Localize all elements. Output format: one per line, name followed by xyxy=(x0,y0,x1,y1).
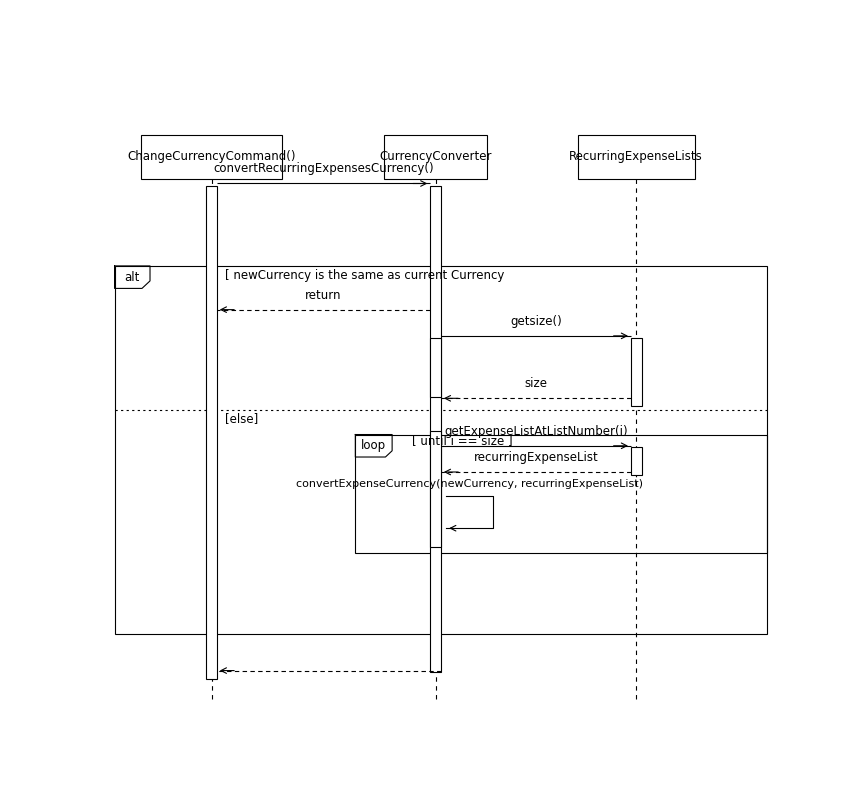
Bar xyxy=(631,337,641,406)
Text: return: return xyxy=(306,289,342,302)
Bar xyxy=(115,266,766,634)
Bar xyxy=(577,135,695,178)
Text: CurrencyConverter: CurrencyConverter xyxy=(380,150,492,163)
Bar xyxy=(206,186,217,680)
Text: size: size xyxy=(525,377,547,390)
Text: RecurringExpenseLists: RecurringExpenseLists xyxy=(570,150,703,163)
Bar xyxy=(356,435,766,553)
Bar xyxy=(431,431,441,547)
Text: getExpenseListAtListNumber(i): getExpenseListAtListNumber(i) xyxy=(444,425,627,438)
Text: [ newCurrency is the same as current Currency: [ newCurrency is the same as current Cur… xyxy=(225,268,504,281)
Bar xyxy=(384,135,488,178)
Text: ChangeCurrencyCommand(): ChangeCurrencyCommand() xyxy=(128,150,296,163)
Text: loop: loop xyxy=(362,440,387,453)
Text: convertExpenseCurrency(newCurrency, recurringExpenseList): convertExpenseCurrency(newCurrency, recu… xyxy=(296,479,643,490)
Bar xyxy=(431,337,441,397)
Bar xyxy=(631,447,641,475)
Text: [ until i == size ]: [ until i == size ] xyxy=(413,434,513,448)
Text: recurringExpenseList: recurringExpenseList xyxy=(474,451,598,464)
Bar xyxy=(431,186,441,672)
Text: convertRecurringExpensesCurrency(): convertRecurringExpensesCurrency() xyxy=(213,162,434,175)
Bar xyxy=(142,135,282,178)
Text: getsize(): getsize() xyxy=(510,315,562,328)
Text: alt: alt xyxy=(124,271,140,284)
Text: [else]: [else] xyxy=(225,413,258,426)
